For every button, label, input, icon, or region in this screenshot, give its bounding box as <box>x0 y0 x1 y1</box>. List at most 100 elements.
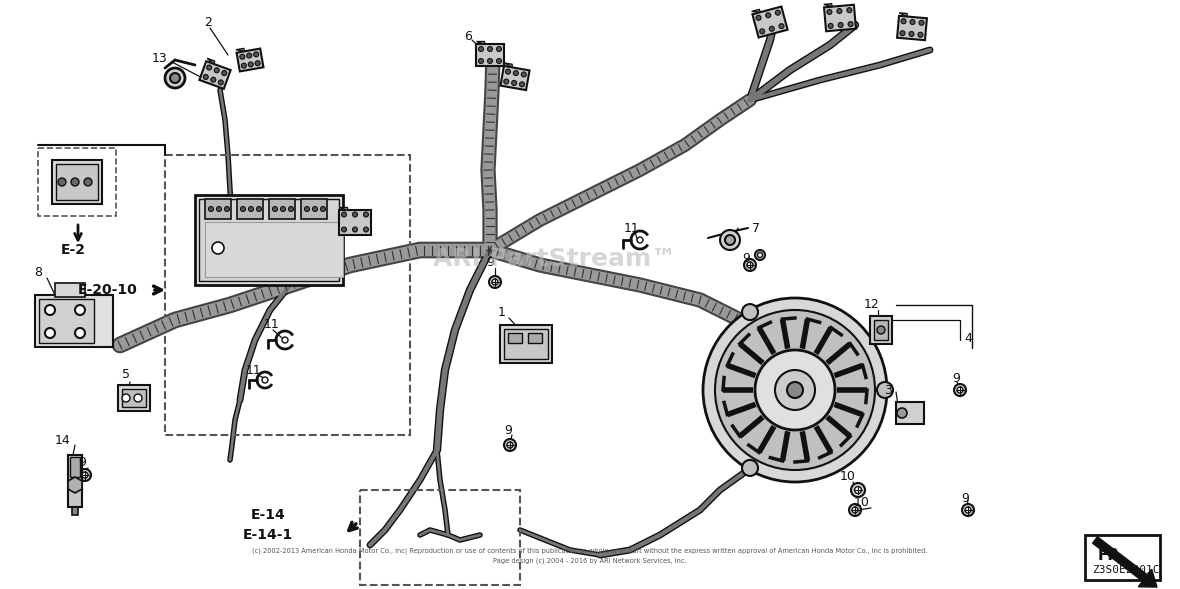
Circle shape <box>76 305 85 315</box>
Circle shape <box>341 227 347 232</box>
Bar <box>72 507 78 515</box>
Circle shape <box>224 207 229 211</box>
Circle shape <box>247 53 251 58</box>
Circle shape <box>122 394 130 402</box>
Circle shape <box>489 276 502 288</box>
Circle shape <box>216 207 222 211</box>
Bar <box>122 389 146 407</box>
Polygon shape <box>824 5 856 31</box>
Bar <box>269 199 295 219</box>
Circle shape <box>45 305 55 315</box>
Circle shape <box>745 259 756 271</box>
Text: E-14: E-14 <box>250 508 286 522</box>
Circle shape <box>847 8 852 12</box>
Text: ARI PartStream™: ARI PartStream™ <box>433 247 676 271</box>
Circle shape <box>222 71 227 75</box>
Circle shape <box>756 15 761 21</box>
Circle shape <box>240 54 244 59</box>
Polygon shape <box>339 207 347 210</box>
Circle shape <box>262 377 268 383</box>
Circle shape <box>487 58 492 64</box>
Circle shape <box>760 29 765 34</box>
Bar <box>509 333 522 343</box>
Circle shape <box>848 22 853 27</box>
Circle shape <box>519 82 525 87</box>
Circle shape <box>254 52 258 57</box>
Circle shape <box>209 207 214 211</box>
Text: E-14-1: E-14-1 <box>243 528 293 542</box>
Circle shape <box>851 483 865 497</box>
Circle shape <box>775 10 780 15</box>
Text: E-20-10: E-20-10 <box>78 283 138 297</box>
Bar <box>1084 535 1160 580</box>
Polygon shape <box>824 4 832 6</box>
Bar <box>165 155 409 435</box>
Bar <box>504 329 548 359</box>
FancyArrow shape <box>1093 537 1156 587</box>
Circle shape <box>919 20 924 25</box>
Polygon shape <box>899 13 907 16</box>
Circle shape <box>79 469 91 481</box>
Text: 10: 10 <box>854 495 870 508</box>
Circle shape <box>45 328 55 338</box>
Circle shape <box>848 504 861 516</box>
Circle shape <box>747 262 753 268</box>
Circle shape <box>909 31 914 37</box>
Circle shape <box>703 298 887 482</box>
Circle shape <box>215 68 219 73</box>
Circle shape <box>241 207 245 211</box>
Circle shape <box>288 207 294 211</box>
Circle shape <box>957 387 963 393</box>
Text: 4: 4 <box>964 332 972 345</box>
Text: 9: 9 <box>952 372 961 385</box>
Bar <box>500 325 552 363</box>
Circle shape <box>775 370 815 410</box>
Circle shape <box>249 207 254 211</box>
Bar <box>874 320 889 340</box>
Text: Z3S0E2001C: Z3S0E2001C <box>1093 565 1160 575</box>
Polygon shape <box>476 44 504 66</box>
Polygon shape <box>236 48 263 71</box>
Bar <box>55 283 85 297</box>
Circle shape <box>787 382 804 398</box>
Bar <box>35 295 113 347</box>
Bar <box>527 333 542 343</box>
Circle shape <box>953 384 966 396</box>
Circle shape <box>827 9 832 14</box>
Circle shape <box>256 207 262 211</box>
Polygon shape <box>752 9 760 12</box>
Circle shape <box>492 279 498 285</box>
Bar <box>195 195 343 285</box>
Circle shape <box>910 19 914 25</box>
Circle shape <box>742 460 758 476</box>
Bar <box>870 316 892 344</box>
Circle shape <box>877 382 893 398</box>
Text: 11: 11 <box>247 363 262 376</box>
Text: 11: 11 <box>624 221 640 234</box>
Bar <box>301 199 327 219</box>
Circle shape <box>902 19 906 24</box>
Polygon shape <box>199 61 230 89</box>
Circle shape <box>273 207 277 211</box>
Circle shape <box>918 32 923 37</box>
Circle shape <box>837 8 841 14</box>
Text: 9: 9 <box>504 423 512 436</box>
Circle shape <box>965 507 971 513</box>
Circle shape <box>725 235 735 245</box>
Bar <box>39 299 94 343</box>
Circle shape <box>507 442 513 448</box>
Polygon shape <box>753 6 787 38</box>
Circle shape <box>211 77 216 82</box>
Text: (c) 2002-2013 American Honda Motor Co., Inc| Reproduction or use of contents of : (c) 2002-2013 American Honda Motor Co., … <box>253 548 927 555</box>
Circle shape <box>755 250 765 260</box>
Circle shape <box>321 207 326 211</box>
Polygon shape <box>208 58 215 64</box>
Bar <box>118 385 150 411</box>
Bar <box>205 222 343 277</box>
Bar <box>896 402 924 424</box>
Text: 1: 1 <box>498 306 506 319</box>
Circle shape <box>206 65 211 70</box>
Circle shape <box>715 310 876 470</box>
Circle shape <box>897 408 907 418</box>
Text: 7: 7 <box>752 221 760 234</box>
